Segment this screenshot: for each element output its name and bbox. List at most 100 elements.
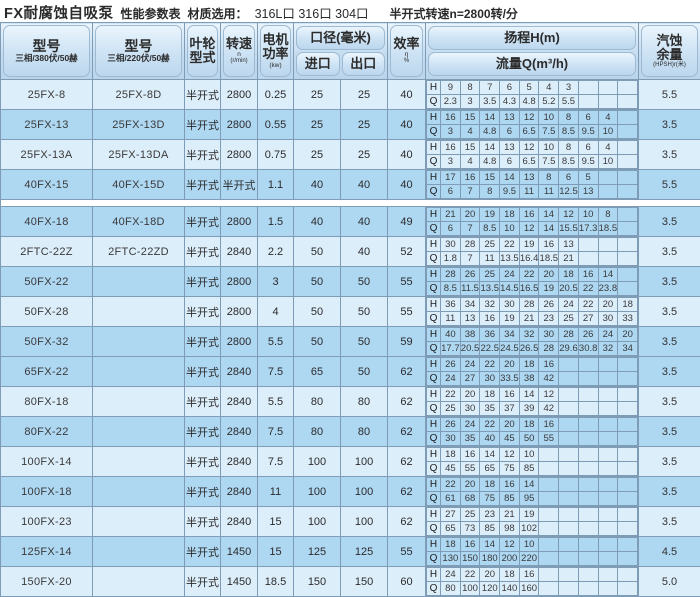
power-cell: 11 — [258, 477, 294, 507]
cavitation-cell: 3.5 — [639, 447, 700, 477]
model-380-cell: 40FX-15 — [1, 170, 93, 200]
head-row-value: 20 — [460, 478, 480, 492]
outlet-cell: 100 — [341, 447, 388, 477]
outlet-cell: 25 — [341, 110, 388, 140]
flow-row-value: 22 — [578, 282, 598, 296]
flow-row-value: 25 — [441, 402, 461, 416]
head-row-value: 22 — [500, 238, 520, 252]
cavitation-cell: 3.5 — [639, 207, 700, 237]
flow-row-value: 220 — [519, 552, 539, 566]
inlet-cell: 25 — [294, 140, 341, 170]
efficiency-cell: 55 — [388, 297, 426, 327]
flow-row-value: 1.8 — [441, 252, 461, 266]
flow-row-label: Q — [427, 432, 441, 446]
efficiency-cell: 40 — [388, 170, 426, 200]
flow-row-value: 160 — [519, 582, 539, 596]
head-row-value: 28 — [460, 238, 480, 252]
header-speed-line2: n — [237, 51, 241, 58]
head-row-value: 16 — [578, 268, 598, 282]
flow-row-value: 20.5 — [559, 282, 579, 296]
head-row-value: 22 — [578, 298, 598, 312]
flow-row-value: 4 — [460, 125, 480, 139]
flow-row-value: 21 — [519, 312, 539, 326]
flow-row-value: 33.5 — [500, 372, 520, 386]
speed-cell: 半开式 — [221, 170, 258, 200]
head-row-value — [578, 448, 598, 462]
head-row-value: 18 — [559, 268, 579, 282]
outlet-cell: 100 — [341, 507, 388, 537]
flow-row-value — [618, 372, 638, 386]
head-row-value: 17 — [441, 171, 461, 185]
flow-row-value — [618, 582, 638, 596]
cavitation-cell: 4.5 — [639, 537, 700, 567]
header-efficiency: 效率 η % — [388, 23, 426, 80]
efficiency-cell: 55 — [388, 537, 426, 567]
flow-row-value: 16.5 — [519, 282, 539, 296]
head-row-label: H — [427, 238, 441, 252]
head-row-value: 28 — [519, 298, 539, 312]
header-bore-title: 口径(毫米) — [310, 31, 371, 45]
head-row-value: 26 — [441, 358, 461, 372]
head-row-value — [578, 508, 598, 522]
flow-row-value: 7 — [460, 252, 480, 266]
flow-row-value: 17.7 — [441, 342, 461, 356]
head-row-value: 18 — [480, 388, 500, 402]
flow-row-value: 4.3 — [500, 95, 520, 109]
head-row-value: 20 — [500, 358, 520, 372]
flow-row-value — [618, 522, 638, 536]
speed-cell: 2800 — [221, 110, 258, 140]
flow-row-value: 40 — [480, 432, 500, 446]
head-row-value: 8 — [559, 141, 579, 155]
flow-row-value: 37 — [500, 402, 520, 416]
head-row-value — [618, 171, 638, 185]
impeller-cell: 半开式 — [185, 267, 221, 297]
flow-row-value — [539, 552, 559, 566]
head-row-label: H — [427, 81, 441, 95]
head-row-value: 22 — [441, 388, 461, 402]
flow-row-value: 6 — [500, 125, 520, 139]
flow-row-value — [598, 372, 618, 386]
cavitation-cell: 3.5 — [639, 327, 700, 357]
head-row-value: 38 — [460, 328, 480, 342]
head-row-value: 16 — [500, 388, 520, 402]
flow-row-value: 27 — [578, 312, 598, 326]
outlet-cell: 50 — [341, 267, 388, 297]
head-row-value: 14 — [598, 268, 618, 282]
inlet-cell: 40 — [294, 170, 341, 200]
cavitation-cell: 3.5 — [639, 110, 700, 140]
head-row-value: 24 — [598, 328, 618, 342]
model-220-cell: 40FX-18D — [93, 207, 185, 237]
flow-row-value — [559, 372, 579, 386]
head-row-value — [598, 388, 618, 402]
flow-row-value: 9.5 — [578, 125, 598, 139]
speed-cell: 2800 — [221, 327, 258, 357]
power-cell: 3 — [258, 267, 294, 297]
flow-row-value — [618, 252, 638, 266]
impeller-cell: 半开式 — [185, 447, 221, 477]
